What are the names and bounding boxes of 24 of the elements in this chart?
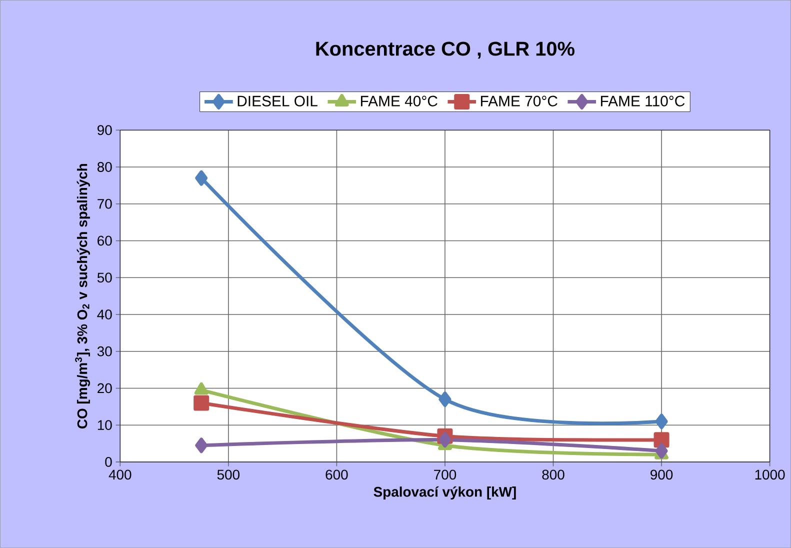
y-tick-label: 80 — [97, 162, 112, 172]
y-tick-label: 20 — [98, 383, 112, 394]
chart-title: Koncentrace CO , GLR 10% — [316, 42, 574, 59]
legend-label: FAME 70°C — [480, 96, 558, 106]
y-tick-label: 50 — [97, 272, 112, 282]
x-tick-label: 1000 — [755, 470, 785, 480]
legend-label: DIESEL OIL — [238, 96, 318, 106]
legend-label: FAME 110°C — [600, 96, 685, 106]
legend-label: FAME 40°C — [360, 96, 438, 106]
y-tick-label: 30 — [97, 346, 112, 356]
x-tick-label: 400 — [108, 470, 132, 480]
x-tick-label: 700 — [434, 470, 456, 480]
x-tick-label: 900 — [650, 470, 673, 480]
x-axis-title: Spalovací výkon [kW] — [374, 486, 516, 500]
y-tick-label: 60 — [98, 236, 112, 246]
y-tick-label: 90 — [98, 125, 112, 136]
x-tick-label: 800 — [542, 470, 564, 480]
y-tick-label: 70 — [98, 198, 112, 209]
y-tick-label: 0 — [105, 456, 112, 467]
x-tick-label: 500 — [217, 470, 240, 480]
y-axis-title: CO [mg/m$^{3}$], 3% O$_{2}$ v suchých spaliných — [75, 164, 90, 428]
y-tick-label: 40 — [97, 309, 112, 320]
y-tick-label: 10 — [98, 420, 112, 430]
x-tick-label: 600 — [326, 470, 348, 480]
